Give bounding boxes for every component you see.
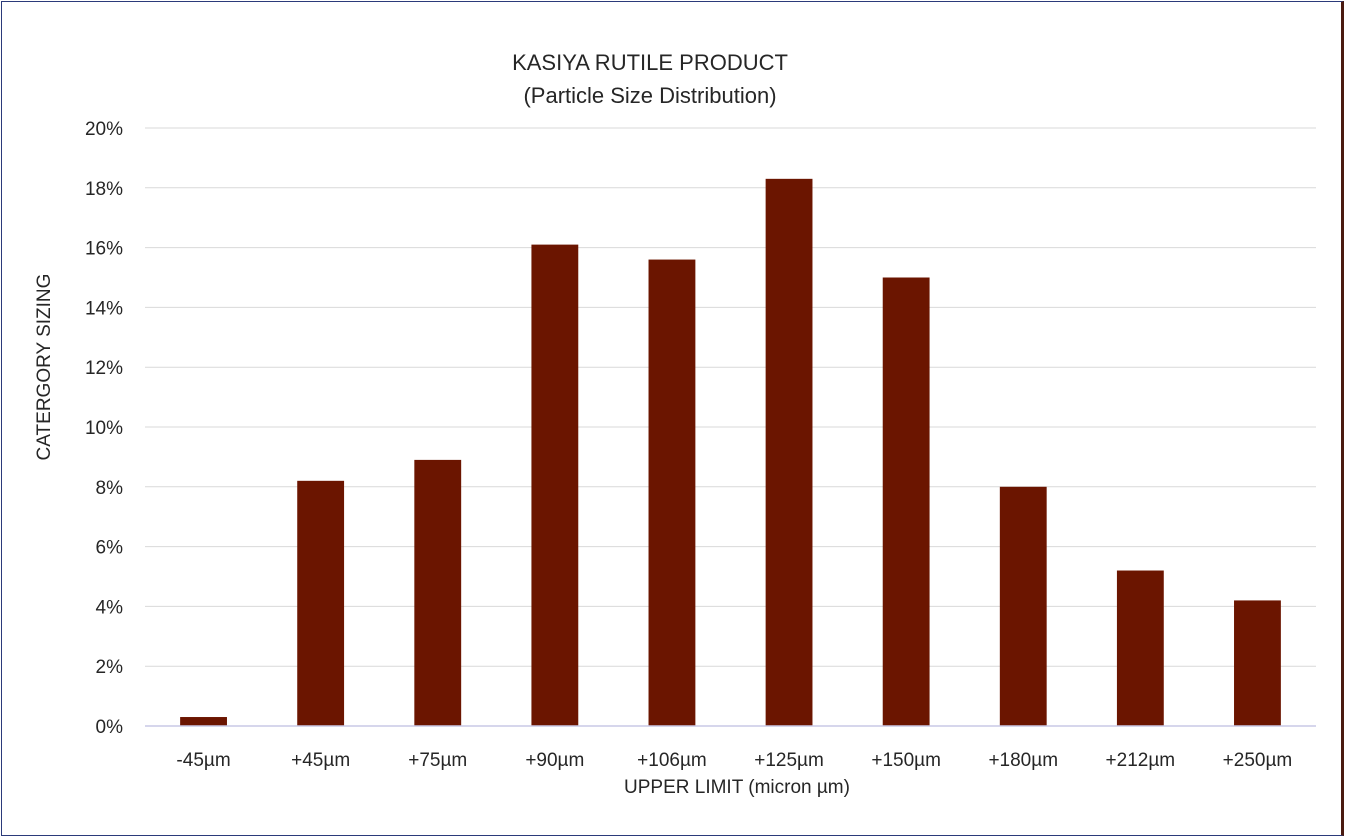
y-tick-label: 2% (96, 657, 124, 678)
bar (1116, 570, 1164, 726)
y-tick-label: 0% (96, 717, 124, 738)
y-tick-label: 12% (85, 358, 123, 379)
bar (882, 277, 930, 726)
y-axis-ticks: 0% 2% 4% 6% 8% 10% 12% 14% 16% 18% 20% (85, 119, 123, 738)
y-tick-label: 10% (85, 418, 123, 439)
x-tick-label: +250µm (1223, 750, 1293, 771)
y-tick-label: 6% (96, 538, 124, 559)
y-tick-label: 16% (85, 239, 123, 260)
x-axis-label: UPPER LIMIT (micron µm) (624, 777, 850, 798)
bar (297, 480, 345, 726)
y-axis-label: CATERGORY SIZING (34, 274, 55, 461)
x-tick-label: +212µm (1106, 750, 1176, 771)
bar (531, 244, 579, 727)
y-tick-label: 18% (85, 179, 123, 200)
chart-title: KASIYA RUTILE PRODUCT (512, 50, 788, 75)
y-tick-label: 4% (96, 597, 124, 618)
chart-subtitle: (Particle Size Distribution) (523, 83, 776, 108)
y-tick-label: 20% (85, 119, 123, 140)
bar (414, 459, 462, 726)
x-tick-label: +106µm (637, 750, 707, 771)
bar (999, 486, 1047, 726)
y-tick-label: 14% (85, 298, 123, 319)
x-tick-label: +45µm (291, 750, 350, 771)
x-tick-label: +180µm (988, 750, 1058, 771)
bar (180, 717, 227, 726)
x-tick-label: -45µm (176, 750, 230, 771)
x-tick-label: +150µm (871, 750, 941, 771)
y-tick-label: 8% (96, 478, 124, 499)
bars (180, 178, 1281, 727)
bar (1234, 600, 1281, 726)
bar (648, 259, 696, 726)
bar (765, 178, 813, 726)
x-tick-label: +125µm (754, 750, 824, 771)
x-tick-label: +90µm (525, 750, 584, 771)
x-axis-ticks: -45µm +45µm +75µm +90µm +106µm +125µm +150µm +1… (176, 750, 1292, 771)
x-tick-label: +75µm (408, 750, 467, 771)
